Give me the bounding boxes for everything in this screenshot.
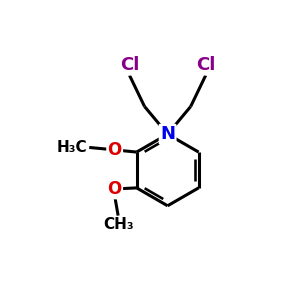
Text: O: O xyxy=(107,180,122,198)
Text: Cl: Cl xyxy=(120,56,139,74)
Text: O: O xyxy=(107,141,122,159)
Text: N: N xyxy=(160,125,175,143)
Text: CH₃: CH₃ xyxy=(103,218,134,232)
Text: Cl: Cl xyxy=(196,56,215,74)
Text: H₃C: H₃C xyxy=(56,140,87,155)
